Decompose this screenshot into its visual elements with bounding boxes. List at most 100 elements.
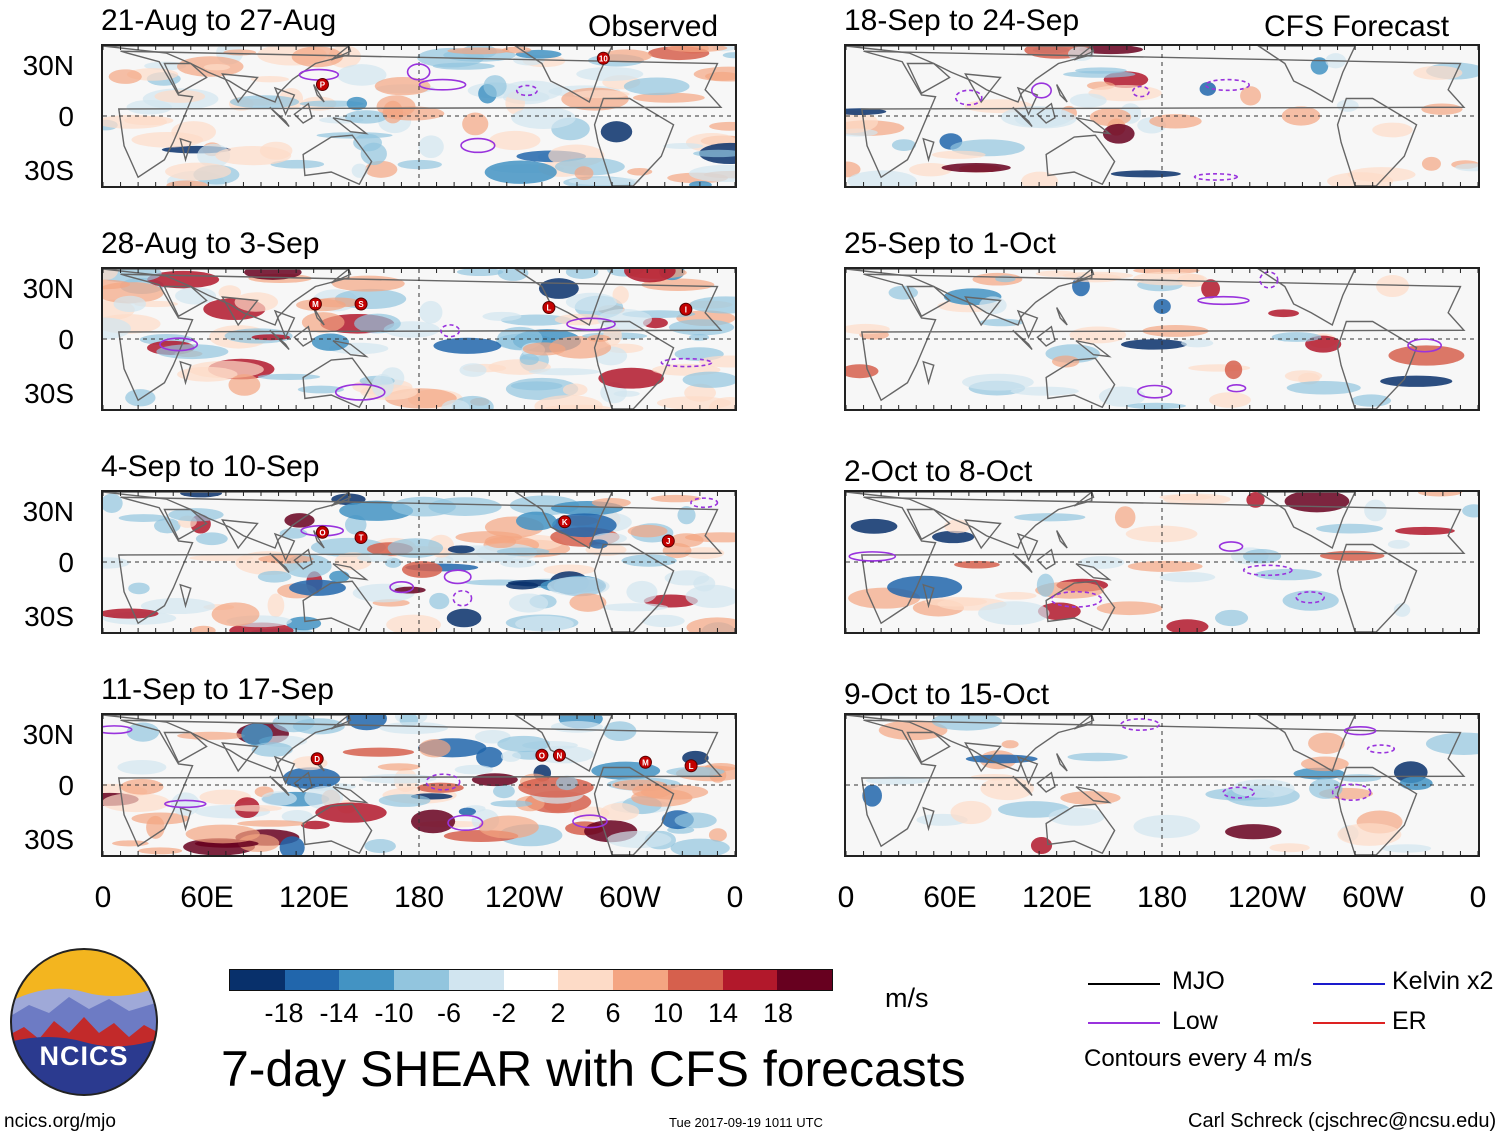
shear-anomaly-blob xyxy=(954,560,1000,569)
colorbar-label: 2 xyxy=(550,998,566,1028)
coastline xyxy=(1045,803,1116,855)
panel-title-p1: 21-Aug to 27-Aug xyxy=(101,4,337,37)
low-contour xyxy=(1222,786,1256,799)
shear-anomaly-blob xyxy=(1271,332,1322,342)
shear-anomaly-blob xyxy=(1455,163,1478,172)
shear-anomaly-blob xyxy=(862,784,882,807)
shear-anomaly-blob xyxy=(304,786,344,810)
shear-anomaly-blob xyxy=(456,269,504,277)
shear-anomaly-blob xyxy=(1149,114,1202,129)
shear-anomaly-blob xyxy=(270,159,325,169)
shear-anomaly-blob xyxy=(613,390,640,397)
shear-map-p5 xyxy=(846,46,1478,186)
shear-anomaly-blob xyxy=(846,161,861,178)
coastline xyxy=(332,117,369,135)
shear-anomaly-blob xyxy=(1078,556,1125,569)
shear-anomaly-blob xyxy=(379,721,448,734)
shear-anomaly-blob xyxy=(315,802,387,823)
coastline xyxy=(332,786,369,804)
shear-anomaly-blob xyxy=(1281,106,1321,126)
shear-anomaly-blob xyxy=(401,561,443,578)
storm-label: S xyxy=(358,300,364,309)
shear-anomaly-blob xyxy=(1254,568,1322,581)
footer-url[interactable]: ncics.org/mjo xyxy=(4,1111,116,1132)
coastline xyxy=(332,563,369,581)
storm-label: O xyxy=(539,751,545,760)
shear-anomaly-blob xyxy=(995,591,1037,600)
shear-anomaly-blob xyxy=(289,579,346,596)
shear-anomaly-blob xyxy=(261,791,297,806)
storm-marker: L xyxy=(542,301,556,314)
shear-anomaly-blob xyxy=(1201,279,1220,299)
lon-label-right-360: 0 xyxy=(1469,881,1487,914)
coastline xyxy=(1036,102,1056,124)
coastline xyxy=(313,307,325,326)
shear-anomaly-blob xyxy=(931,150,986,159)
shear-anomaly-blob xyxy=(693,149,735,158)
storm-marker: L xyxy=(684,759,698,773)
shear-anomaly-blob xyxy=(126,722,160,742)
shear-anomaly-blob xyxy=(346,715,387,731)
coastline xyxy=(221,519,259,550)
shear-anomaly-blob xyxy=(1395,526,1455,535)
shear-anomaly-blob xyxy=(547,576,610,597)
coastline xyxy=(273,755,296,786)
coastline xyxy=(179,806,192,832)
shear-anomaly-blob xyxy=(674,812,717,829)
shear-anomaly-blob xyxy=(689,180,712,186)
panel-title-p6: 25-Sep to 1-Oct xyxy=(844,227,1056,260)
shear-anomaly-blob xyxy=(663,143,704,150)
storm-symbol xyxy=(679,302,693,316)
shear-map-p3: O T K J xyxy=(103,492,735,632)
colorbar-swatch xyxy=(722,970,778,990)
shear-anomaly-blob xyxy=(632,92,705,103)
low-contour xyxy=(566,317,616,331)
shear-anomaly-blob xyxy=(1462,504,1478,518)
coastline xyxy=(860,719,1466,848)
shear-anomaly-blob xyxy=(1308,732,1345,754)
shear-anomaly-blob xyxy=(241,723,273,746)
coastline xyxy=(163,285,208,318)
coastline xyxy=(313,84,325,103)
coastline xyxy=(269,329,290,350)
lon-label-left-60w: 60W xyxy=(599,881,661,914)
shear-anomaly-blob xyxy=(197,143,231,168)
shear-anomaly-blob xyxy=(1393,603,1411,617)
shear-anomaly-blob xyxy=(1425,732,1478,755)
shear-anomaly-blob xyxy=(103,608,159,619)
storm-label: O xyxy=(319,528,325,537)
shear-anomaly-blob xyxy=(131,131,204,148)
shear-anomaly-blob xyxy=(1421,156,1441,171)
low-contour xyxy=(103,725,133,735)
storm-marker: 10 xyxy=(596,51,610,65)
shear-anomaly-blob xyxy=(1225,824,1282,840)
shear-anomaly-blob xyxy=(1030,836,1053,855)
lat-label-30s: 30S xyxy=(24,155,74,186)
legend-label-low: Low xyxy=(1172,1007,1218,1035)
shear-anomaly-blob xyxy=(267,593,285,618)
shear-anomaly-blob xyxy=(1224,360,1243,380)
shear-anomaly-blob xyxy=(698,355,735,368)
coastline xyxy=(1075,340,1112,358)
shear-anomaly-blob xyxy=(600,121,633,143)
storm-label: D xyxy=(314,755,320,764)
shear-anomaly-blob xyxy=(462,112,489,136)
storm-label: L xyxy=(546,304,551,313)
storm-label: L xyxy=(689,762,694,771)
shear-anomaly-blob xyxy=(576,66,644,82)
coastline xyxy=(1045,580,1116,632)
storm-symbol xyxy=(661,534,675,548)
coastline xyxy=(860,50,1466,179)
panel-title-p4: 11-Sep to 17-Sep xyxy=(101,673,334,706)
low-contour xyxy=(1218,541,1244,552)
shear-anomaly-blob xyxy=(228,374,261,396)
coastline xyxy=(1257,46,1356,104)
low-contour xyxy=(406,63,431,81)
shear-map-p4: D O N M L xyxy=(103,715,735,855)
coastline xyxy=(1056,307,1068,326)
shear-anomaly-blob xyxy=(565,292,617,312)
colorbar-swatch xyxy=(503,970,559,990)
low-contour xyxy=(1136,384,1173,399)
shear-anomaly-blob xyxy=(103,317,131,340)
shear-anomaly-blob xyxy=(1381,844,1432,853)
